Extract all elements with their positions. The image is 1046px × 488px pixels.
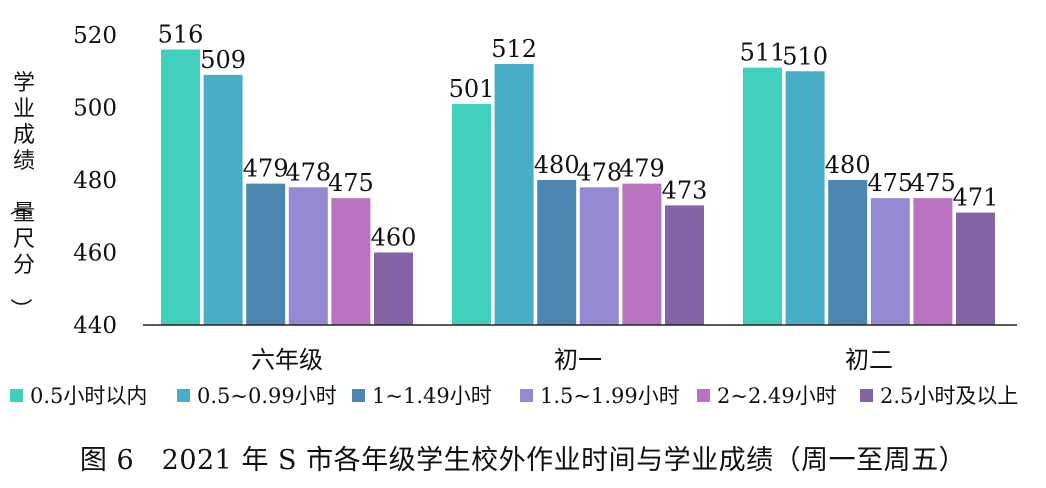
data-label: 479 [243, 155, 289, 183]
y-axis-ticks: 440 460 480 500 520 [73, 23, 117, 339]
bar [494, 64, 534, 325]
x-axis-ticks: 六年级 初一 初二 [251, 346, 893, 374]
data-label: 501 [449, 75, 495, 103]
data-label: 516 [158, 21, 204, 49]
bar [288, 187, 328, 325]
bar [913, 198, 953, 325]
legend-label: 1~1.49小时 [372, 384, 492, 408]
y-tick-label: 500 [73, 96, 117, 122]
bar [665, 205, 704, 325]
data-label: 471 [953, 184, 999, 212]
legend-label: 0.5~0.99小时 [197, 384, 337, 408]
bar [246, 183, 286, 325]
bar [452, 103, 491, 325]
legend: 0.5小时以内 0.5~0.99小时 1~1.49小时 1.5~1.99小时 2~2.4… [10, 384, 1018, 408]
data-label: 509 [200, 46, 246, 74]
data-label: 479 [619, 155, 665, 183]
legend-label: 1.5~1.99小时 [540, 384, 680, 408]
y-axis-title: 学业成绩（量尺分） [7, 71, 35, 320]
legend-label: 2~2.49小时 [717, 384, 837, 408]
y-tick-label: 440 [73, 313, 117, 339]
figure-caption: 图 6 2021 年 S 市各年级学生校外作业时间与学业成绩（周一至周五） [79, 445, 967, 476]
legend-swatch [860, 389, 873, 402]
data-label: 478 [285, 158, 331, 186]
data-label: 478 [576, 158, 622, 186]
legend-label: 0.5小时以内 [30, 384, 147, 408]
bar [579, 187, 619, 325]
legend-swatch [177, 389, 190, 402]
y-tick-label: 460 [73, 241, 117, 267]
bar [956, 212, 995, 325]
x-tick-label: 初一 [554, 346, 602, 374]
legend-swatch [697, 389, 710, 402]
bar [785, 71, 825, 325]
data-label: 480 [825, 151, 871, 179]
y-axis-label: 学业成绩（量尺分） [7, 71, 35, 320]
bar [203, 74, 243, 325]
data-label: 475 [328, 169, 374, 197]
bar [537, 180, 577, 325]
x-tick-label: 初二 [845, 346, 893, 374]
bar [622, 183, 662, 325]
data-label: 473 [662, 176, 708, 204]
bars [161, 49, 995, 325]
data-labels: 5165094794784754605015124804784794735115… [158, 21, 999, 252]
data-label: 480 [534, 151, 580, 179]
legend-swatch [10, 389, 23, 402]
bar [161, 49, 200, 325]
y-tick-label: 480 [73, 168, 117, 194]
bar [828, 180, 868, 325]
bar [331, 198, 371, 325]
x-tick-label: 六年级 [251, 346, 323, 374]
data-label: 510 [782, 42, 828, 70]
bar [374, 252, 413, 325]
data-label: 511 [740, 39, 786, 67]
bar [743, 67, 782, 325]
data-label: 475 [910, 169, 956, 197]
y-tick-label: 520 [73, 23, 117, 49]
bar [870, 198, 910, 325]
data-label: 460 [371, 224, 417, 252]
data-label: 475 [867, 169, 913, 197]
legend-swatch [520, 389, 533, 402]
legend-label: 2.5小时及以上 [880, 384, 1018, 408]
legend-swatch [352, 389, 365, 402]
data-label: 512 [491, 35, 537, 63]
